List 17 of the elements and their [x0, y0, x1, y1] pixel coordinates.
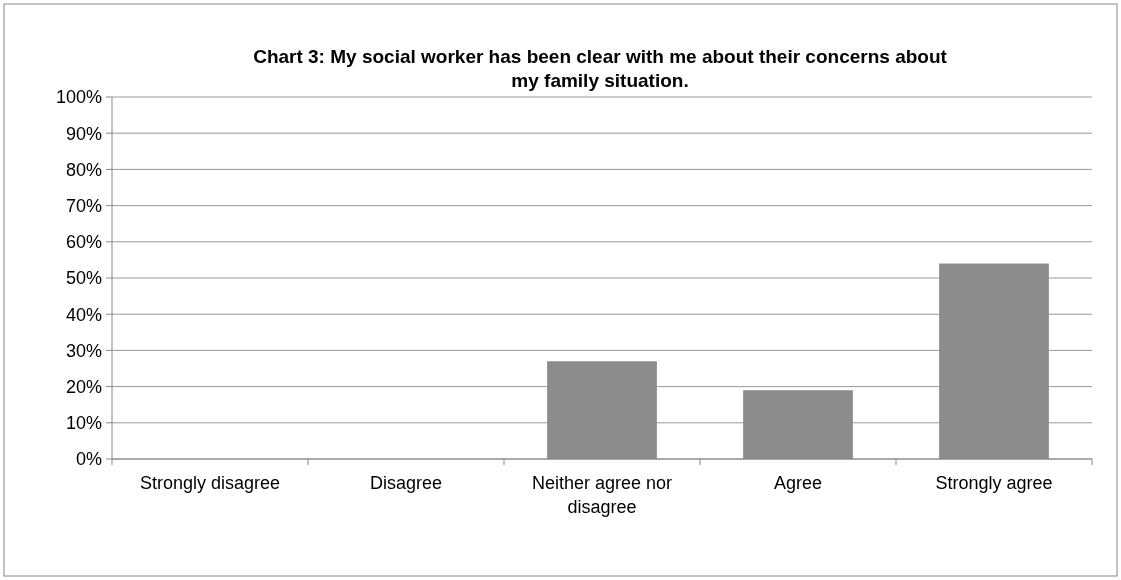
y-tick-label: 60%	[65, 232, 102, 253]
y-tick-label: 0%	[75, 449, 102, 470]
y-tick-label: 50%	[65, 268, 102, 289]
y-tick-label: 70%	[65, 195, 102, 216]
y-tick-label: 80%	[65, 159, 102, 180]
x-tick-label: Strongly agree	[935, 473, 1053, 493]
y-tick-label: 100%	[55, 87, 102, 108]
x-tick-label: Neither agree nor disagree	[531, 473, 673, 517]
x-tick-label: Agree	[773, 473, 823, 493]
chart-title: Chart 3: My social worker has been clear with me about their concerns about my family situation.	[253, 46, 948, 91]
y-tick-label: 30%	[65, 340, 102, 361]
y-tick-label: 10%	[65, 413, 102, 434]
y-tick-label: 90%	[65, 123, 102, 144]
y-tick-label: 40%	[65, 304, 102, 325]
x-tick-label: Strongly disagree	[139, 473, 281, 493]
x-tick-label: Disagree	[369, 473, 443, 493]
y-tick-label: 20%	[65, 376, 102, 397]
